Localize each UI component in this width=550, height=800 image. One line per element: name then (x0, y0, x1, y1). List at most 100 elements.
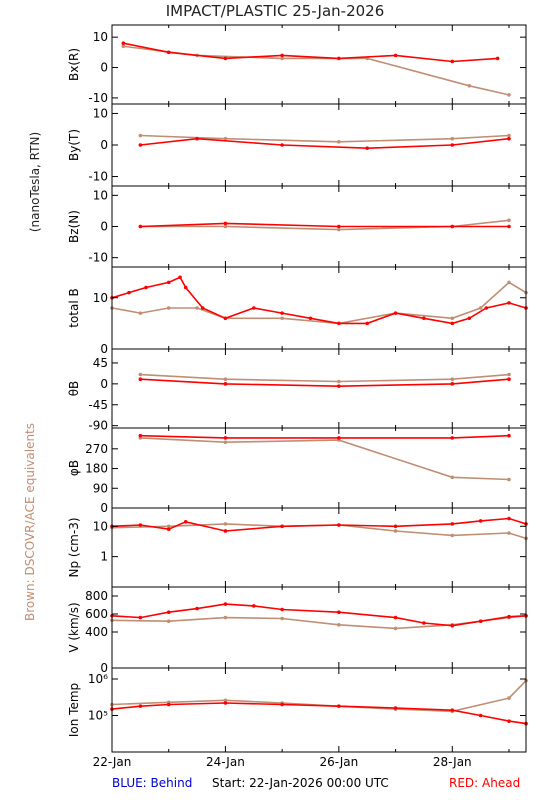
series-line-ahead (111, 517, 527, 532)
data-point-ace (450, 316, 455, 321)
data-point-ahead (166, 280, 171, 285)
y-tick-label: -10 (88, 251, 108, 265)
data-point-ahead (337, 56, 341, 61)
series-line-ace (111, 281, 527, 325)
series-line-ahead (140, 137, 510, 150)
y-tick-label: 10 (93, 106, 108, 120)
data-point-ahead (144, 285, 148, 290)
data-point-ahead (478, 713, 483, 718)
data-point-ahead (450, 436, 455, 440)
data-point-ace (450, 136, 455, 141)
data-point-ahead (127, 290, 131, 295)
x-tick-label: 28-Jan (433, 755, 472, 769)
data-point-ahead (166, 50, 171, 55)
y-tick-label: 45 (93, 356, 108, 370)
data-point-ahead (337, 224, 341, 229)
x-tick-label: 26-Jan (319, 755, 358, 769)
data-point-ahead (393, 311, 398, 315)
data-point-ace (450, 533, 455, 538)
footer-red: RED: Ahead (449, 776, 521, 790)
data-point-ahead (223, 602, 228, 606)
data-point-ahead (280, 311, 284, 315)
data-point-ahead (121, 41, 126, 46)
footer-blue: BLUE: Behind (112, 776, 193, 790)
y-axis-label: Bz(N) (67, 210, 81, 243)
data-point-ahead (450, 224, 455, 229)
data-point-ace (223, 522, 228, 526)
data-point-ace (337, 227, 341, 232)
data-point-ahead (507, 377, 511, 382)
data-point-ahead (495, 56, 500, 61)
series-line-ace (111, 680, 527, 713)
data-point-ace (507, 133, 511, 138)
data-point-ahead (138, 224, 143, 229)
data-point-ahead (337, 704, 341, 708)
series-line-ahead (111, 603, 527, 627)
data-point-ahead (337, 321, 341, 326)
y-axis-label: φB (67, 460, 81, 476)
data-point-ahead (166, 527, 171, 532)
data-point-ahead (183, 520, 188, 524)
data-point-ace (280, 616, 284, 621)
y-tick-label: 600 (85, 607, 108, 621)
y-tick-label: 0 (100, 501, 108, 515)
y-tick-label: 0 (100, 61, 108, 75)
data-point-ahead (393, 706, 398, 710)
data-point-ace (223, 615, 228, 620)
data-point-ace (138, 133, 143, 138)
y-tick-label: -45 (88, 398, 108, 412)
data-point-ahead (138, 615, 143, 620)
panel-frame (111, 24, 527, 105)
panel-frame (111, 667, 527, 753)
y-tick-label: 1 (100, 550, 108, 564)
data-point-ahead (450, 623, 455, 628)
data-point-ace (121, 44, 126, 49)
y-tick-label: 0 (100, 220, 108, 234)
data-point-ahead (422, 621, 426, 625)
data-point-ace (280, 316, 284, 321)
panel-frame (111, 348, 527, 429)
data-point-ahead (507, 301, 511, 305)
panel-frame (111, 507, 527, 588)
y-axis-label: Np (cm-3) (67, 517, 81, 577)
data-point-ace (507, 372, 511, 377)
data-point-ahead (478, 619, 483, 623)
y-axis-label: V (km/s) (67, 602, 81, 652)
data-point-ahead (507, 719, 511, 723)
y-tick-label: 10⁵ (88, 708, 108, 722)
y-axis-label: By(T) (67, 129, 81, 161)
data-point-ace (507, 280, 511, 285)
y-tick-label: 10⁶ (88, 672, 108, 686)
data-point-ahead (223, 701, 228, 705)
y-tick-label: 10 (93, 30, 108, 44)
data-point-ahead (393, 524, 398, 529)
data-point-ace (280, 56, 284, 61)
series-line-ace (140, 373, 510, 383)
y-tick-label: 0 (100, 661, 108, 675)
data-point-ace (223, 377, 228, 382)
data-point-ahead (337, 436, 341, 440)
chart-title: IMPACT/PLASTIC 25-Jan-2026 (165, 2, 385, 20)
data-point-ahead (308, 316, 313, 321)
data-point-ahead (138, 143, 143, 147)
data-point-ace (393, 529, 398, 533)
data-point-ahead (280, 53, 284, 58)
data-point-ahead (166, 610, 171, 614)
panel-frame (111, 103, 527, 187)
data-point-ahead (251, 306, 256, 310)
data-point-ahead (450, 708, 455, 712)
data-point-ahead (507, 614, 511, 619)
data-point-ahead (484, 306, 489, 310)
data-point-ace (195, 306, 199, 310)
data-point-ahead (365, 146, 370, 150)
data-point-ahead (280, 143, 284, 147)
data-point-ahead (223, 529, 228, 533)
data-point-ahead (138, 523, 143, 527)
footer-start: Start: 22-Jan-2026 00:00 UTC (212, 776, 389, 790)
data-point-ahead (337, 610, 341, 614)
y-tick-label: -10 (88, 91, 108, 105)
data-point-ahead (450, 59, 455, 64)
data-point-ahead (467, 316, 472, 321)
